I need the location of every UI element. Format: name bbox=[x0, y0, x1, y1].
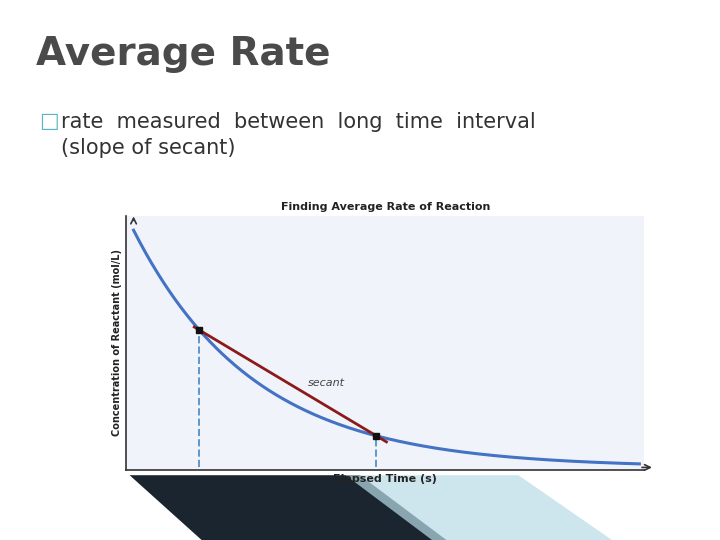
Text: rate  measured  between  long  time  interval: rate measured between long time interval bbox=[61, 111, 536, 132]
Text: (slope of secant): (slope of secant) bbox=[61, 138, 235, 159]
Text: Average Rate: Average Rate bbox=[36, 35, 330, 73]
X-axis label: Elapsed Time (s): Elapsed Time (s) bbox=[333, 474, 437, 484]
Y-axis label: Concentration of Reactant (mol/L): Concentration of Reactant (mol/L) bbox=[112, 249, 122, 436]
Polygon shape bbox=[346, 475, 612, 540]
Title: Finding Average Rate of Reaction: Finding Average Rate of Reaction bbox=[281, 202, 490, 212]
Text: secant: secant bbox=[308, 378, 345, 388]
Polygon shape bbox=[130, 475, 446, 540]
Text: □: □ bbox=[40, 111, 59, 132]
